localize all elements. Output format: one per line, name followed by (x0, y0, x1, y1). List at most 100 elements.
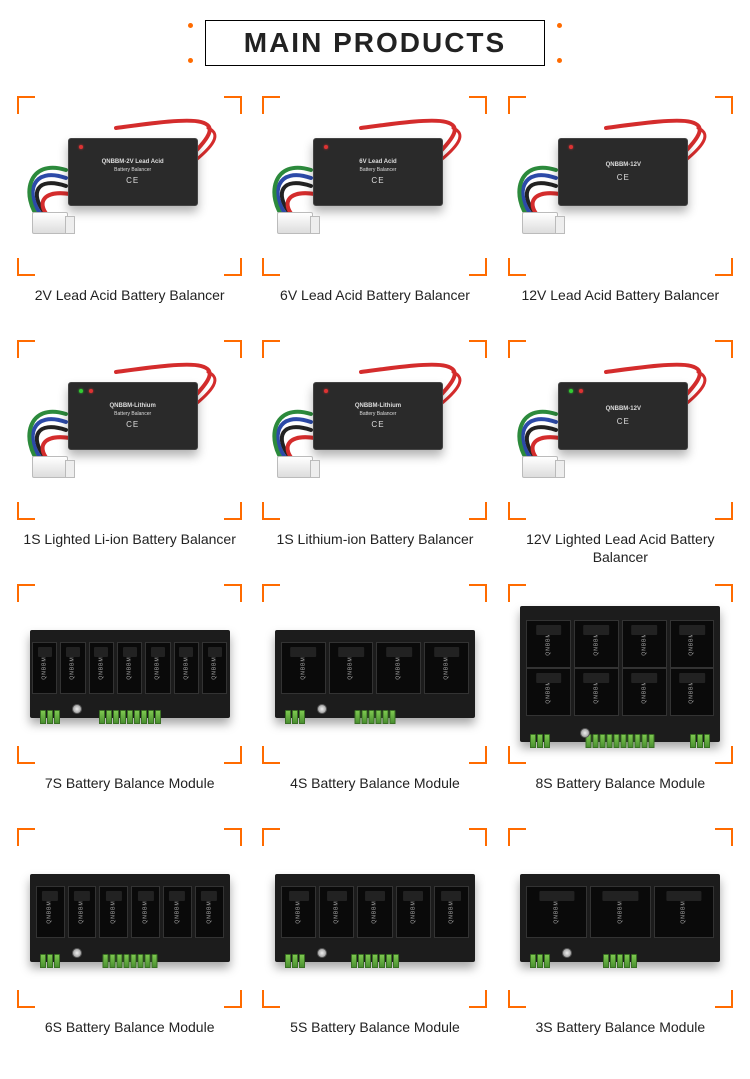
product-card[interactable]: QNBBMQNBBMQNBBMQNBBMQNBBMQNBBMQNBBMQNBBM… (507, 584, 734, 810)
product-card[interactable]: QNBBMQNBBMQNBBMQNBBM 4S Battery Balance … (261, 584, 488, 810)
terminal-block (99, 710, 161, 724)
slot-brand: QNBBM (42, 657, 48, 680)
ce-mark: CE (371, 420, 384, 430)
slot-brand: QNBBM (554, 901, 560, 924)
product-frame: QNBBM-12V CE (508, 340, 733, 520)
product-frame: QNBBM-Lithium Battery Balancer CE (262, 340, 487, 520)
device-body: QNBBM-Lithium Battery Balancer CE (313, 382, 443, 450)
slot-brand: QNBBM (617, 901, 623, 924)
product-card[interactable]: QNBBMQNBBMQNBBM 3S Battery Balance Modul… (507, 828, 734, 1054)
device-body: QNBBM-Lithium Battery Balancer CE (68, 382, 198, 450)
slot-brand: QNBBM (348, 657, 354, 680)
slot-brand: QNBBM (396, 657, 402, 680)
slot-brand: QNBBM (98, 657, 104, 680)
module-pcb: QNBBMQNBBMQNBBMQNBBMQNBBMQNBBMQNBBMQNBBM (520, 606, 720, 742)
product-frame: QNBBM QNBBM QNBBM QNBBM (262, 584, 487, 764)
slot-brand: QNBBM (206, 901, 212, 924)
module-slot: QNBBM (60, 642, 85, 694)
product-card[interactable]: QNBBM-Lithium Battery Balancer CE 1S Lig… (16, 340, 243, 566)
terminal-block (586, 734, 655, 748)
slot-brand: QNBBM (212, 657, 218, 680)
product-card[interactable]: 6V Lead Acid Battery Balancer CE 6V Lead… (261, 96, 488, 322)
product-frame: QNBBMQNBBMQNBBMQNBBMQNBBMQNBBMQNBBM (17, 584, 242, 764)
terminal-block (530, 734, 550, 748)
module-slot: QNBBM (281, 886, 316, 938)
product-label: 1S Lighted Li-ion Battery Balancer (23, 530, 235, 566)
slot-brand: QNBBM (127, 657, 133, 680)
device-body: QNBBM-2V Lead Acid Battery Balancer CE (68, 138, 198, 206)
slot-brand: QNBBM (593, 633, 599, 656)
slot-brand: QNBBM (546, 681, 552, 704)
ce-mark: CE (126, 176, 139, 186)
slot-brand: QNBBM (689, 633, 695, 656)
module-pcb: QNBBMQNBBMQNBBMQNBBMQNBBMQNBBM (30, 874, 230, 962)
product-card[interactable]: QNBBMQNBBMQNBBMQNBBMQNBBMQNBBM 6S Batter… (16, 828, 243, 1054)
module-slot: QNBBM (329, 642, 374, 694)
module-slot: QNBBM (670, 620, 715, 668)
product-card[interactable]: QNBBM-12V CE 12V Lighted Lead Acid Batte… (507, 340, 734, 566)
product-card[interactable]: QNBBMQNBBMQNBBMQNBBMQNBBMQNBBMQNBBM 7S B… (16, 584, 243, 810)
module-slot: QNBBM (202, 642, 227, 694)
product-frame: QNBBM-12V CE (508, 96, 733, 276)
product-frame: QNBBM-2V Lead Acid Battery Balancer CE (17, 96, 242, 276)
ce-mark: CE (126, 420, 139, 430)
product-label: 5S Battery Balance Module (290, 1018, 460, 1054)
slot-brand: QNBBM (689, 681, 695, 704)
terminal-block (40, 710, 60, 724)
product-frame: QNBBM-Lithium Battery Balancer CE (17, 340, 242, 520)
slot-brand: QNBBM (641, 633, 647, 656)
module-slot: QNBBM (376, 642, 421, 694)
device-body: QNBBM-12V CE (558, 138, 688, 206)
slot-brand: QNBBM (334, 901, 340, 924)
module-slot: QNBBM (195, 886, 224, 938)
product-card[interactable]: QNBBMQNBBMQNBBMQNBBMQNBBM 5S Battery Bal… (261, 828, 488, 1054)
module-slot: QNBBM (424, 642, 469, 694)
section-header: MAIN PRODUCTS (10, 20, 740, 66)
slot-brand: QNBBM (681, 901, 687, 924)
product-label: 2V Lead Acid Battery Balancer (35, 286, 225, 322)
module-slot: QNBBM (68, 886, 97, 938)
header-dots-left (188, 21, 193, 65)
slot-brand: QNBBM (372, 901, 378, 924)
product-card[interactable]: QNBBM-2V Lead Acid Battery Balancer CE 2… (16, 96, 243, 322)
terminal-block (530, 954, 550, 968)
slot-brand: QNBBM (448, 901, 454, 924)
device-model: QNBBM-12V (606, 162, 641, 169)
product-card[interactable]: QNBBM-Lithium Battery Balancer CE 1S Lit… (261, 340, 488, 566)
module-slot: QNBBM (131, 886, 160, 938)
module-slot: QNBBM (622, 668, 667, 716)
ce-mark: CE (617, 417, 630, 427)
module-slot: QNBBM (526, 668, 571, 716)
ce-mark: CE (371, 176, 384, 186)
header-dots-right (557, 21, 562, 65)
terminal-block (285, 710, 305, 724)
connector-icon (32, 456, 68, 478)
connector-icon (522, 456, 558, 478)
module-slot: QNBBM (574, 668, 619, 716)
balancer-device: QNBBM-12V CE (520, 116, 720, 256)
device-subtitle: Battery Balancer (114, 411, 151, 417)
module-slot: QNBBM (654, 886, 715, 938)
slot-brand: QNBBM (593, 681, 599, 704)
module-slot: QNBBM (163, 886, 192, 938)
balancer-device: QNBBM-12V CE (520, 360, 720, 500)
connector-icon (277, 212, 313, 234)
product-label: 1S Lithium-ion Battery Balancer (277, 530, 474, 566)
terminal-block (40, 954, 60, 968)
module-slot: QNBBM (117, 642, 142, 694)
module-slot: QNBBM (622, 620, 667, 668)
slot-brand: QNBBM (70, 657, 76, 680)
slot-brand: QNBBM (143, 901, 149, 924)
module-pcb: QNBBM QNBBM QNBBM (520, 874, 720, 962)
terminal-block (690, 734, 710, 748)
module-slot: QNBBM (89, 642, 114, 694)
balancer-device: QNBBM-Lithium Battery Balancer CE (275, 360, 475, 500)
slot-brand: QNBBM (444, 657, 450, 680)
module-slot: QNBBM (32, 642, 57, 694)
product-card[interactable]: QNBBM-12V CE 12V Lead Acid Battery Balan… (507, 96, 734, 322)
module-slot: QNBBM (281, 642, 326, 694)
module-pcb: QNBBMQNBBMQNBBMQNBBMQNBBM (275, 874, 475, 962)
terminal-block (603, 954, 637, 968)
module-slot: QNBBM (434, 886, 469, 938)
balancer-device: QNBBM-Lithium Battery Balancer CE (30, 360, 230, 500)
